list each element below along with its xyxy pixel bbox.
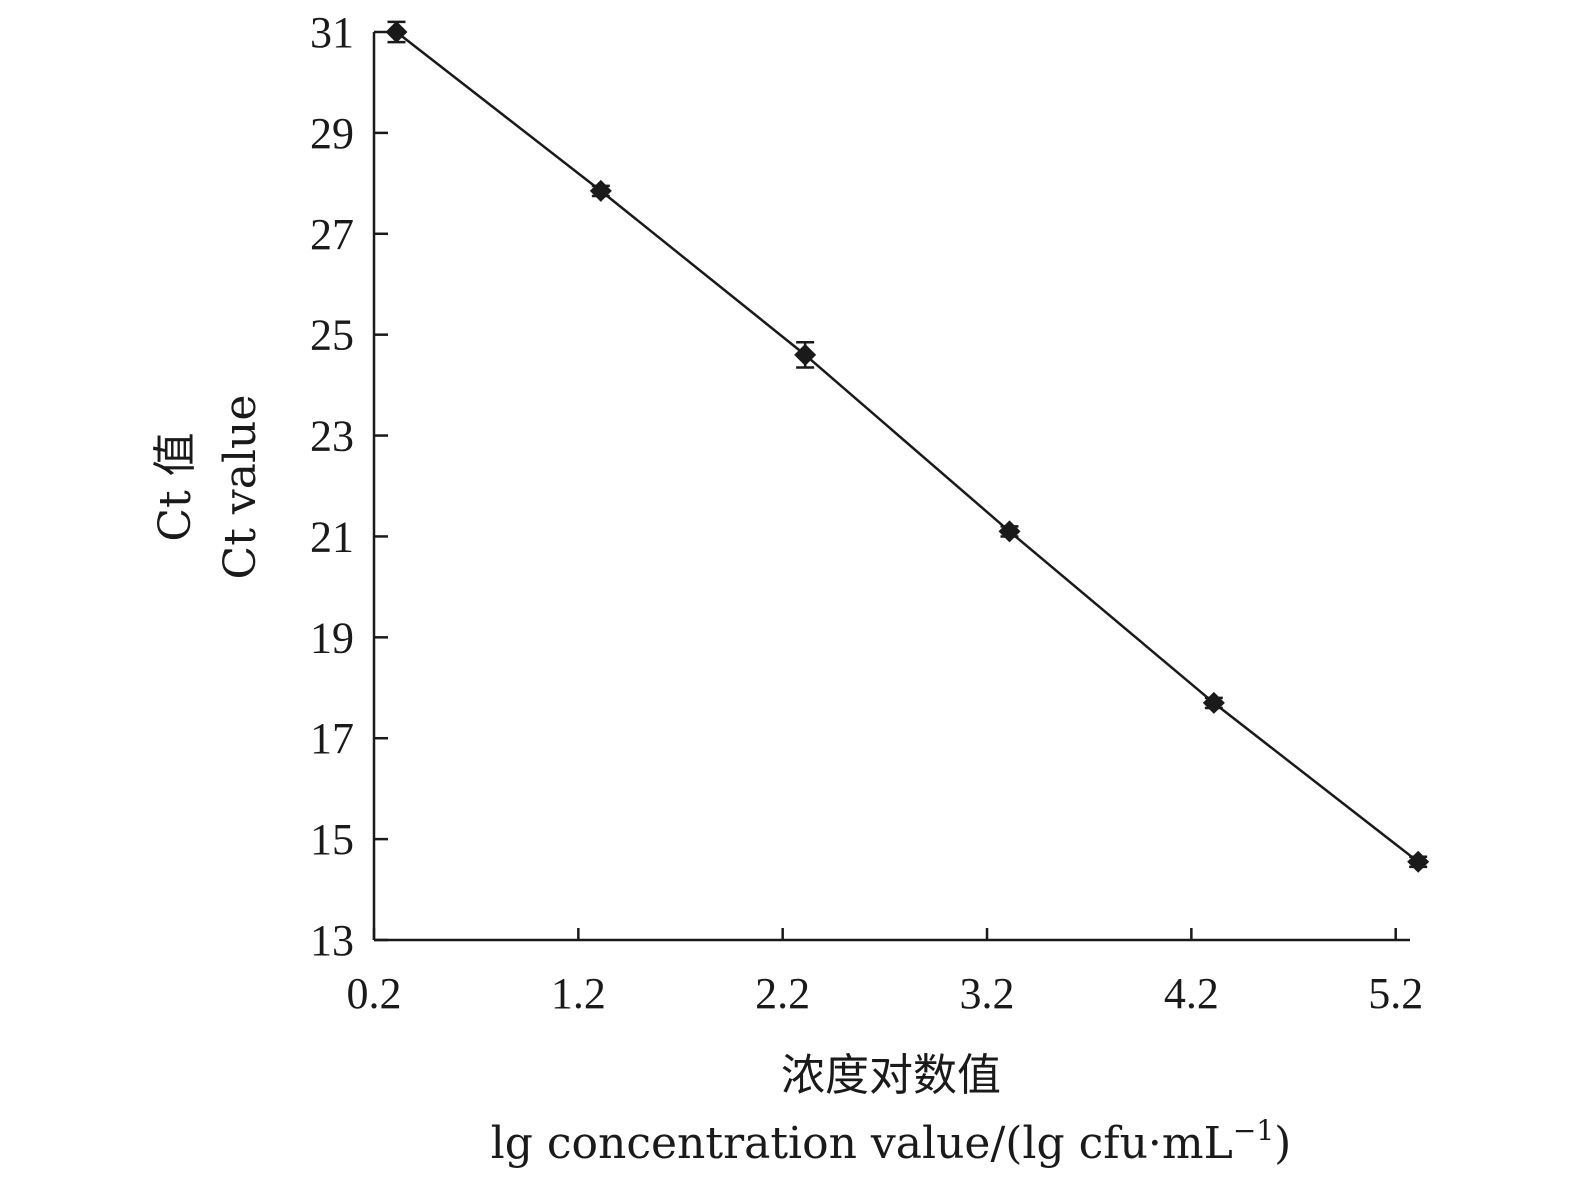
x-tick-label: 5.2 (1368, 969, 1423, 1018)
x-tick-label: 1.2 (551, 969, 606, 1018)
x-ticks: 0.2 1.2 2.2 3.2 4.2 5.2 (347, 928, 1423, 1018)
x-axis-title-en-sup: −1 (1233, 1114, 1274, 1147)
series-line (395, 31, 1419, 863)
data-point (589, 179, 612, 202)
y-tick-label: 15 (310, 815, 354, 864)
x-tick-label: 0.2 (347, 969, 402, 1018)
y-ticks: 13 15 17 19 21 23 25 27 29 31 (310, 8, 388, 965)
y-tick-label: 25 (310, 311, 354, 360)
y-tick-label: 29 (310, 109, 354, 158)
y-tick-label: 31 (310, 8, 354, 57)
data-point (1407, 850, 1430, 873)
data-point (1202, 691, 1225, 714)
y-tick-label: 13 (310, 916, 354, 965)
y-tick-label: 17 (310, 714, 354, 763)
axes (372, 32, 1410, 942)
x-tick-label: 3.2 (960, 969, 1015, 1018)
y-axis-title-en: Ct value (215, 395, 266, 580)
y-tick-label: 19 (310, 613, 354, 662)
x-axis-title-en-close: ) (1274, 1118, 1291, 1169)
y-tick-label: 27 (310, 210, 354, 259)
series (385, 20, 1430, 873)
x-axis-title-en: lg concentration value/(lg cfu·mL−1) (491, 1114, 1292, 1169)
x-axis-title-cn: 浓度对数值 (781, 1050, 1001, 1101)
y-axis-title-cn: Ct 值 (150, 432, 201, 541)
data-point (794, 343, 817, 366)
x-tick-label: 2.2 (755, 969, 810, 1018)
data-point (998, 520, 1021, 543)
x-axis-title-en-main: lg concentration value/(lg cfu·mL (491, 1118, 1233, 1169)
y-tick-label: 21 (310, 512, 354, 561)
x-tick-label: 4.2 (1164, 969, 1219, 1018)
data-point (385, 21, 408, 43)
y-tick-label: 23 (310, 412, 354, 461)
